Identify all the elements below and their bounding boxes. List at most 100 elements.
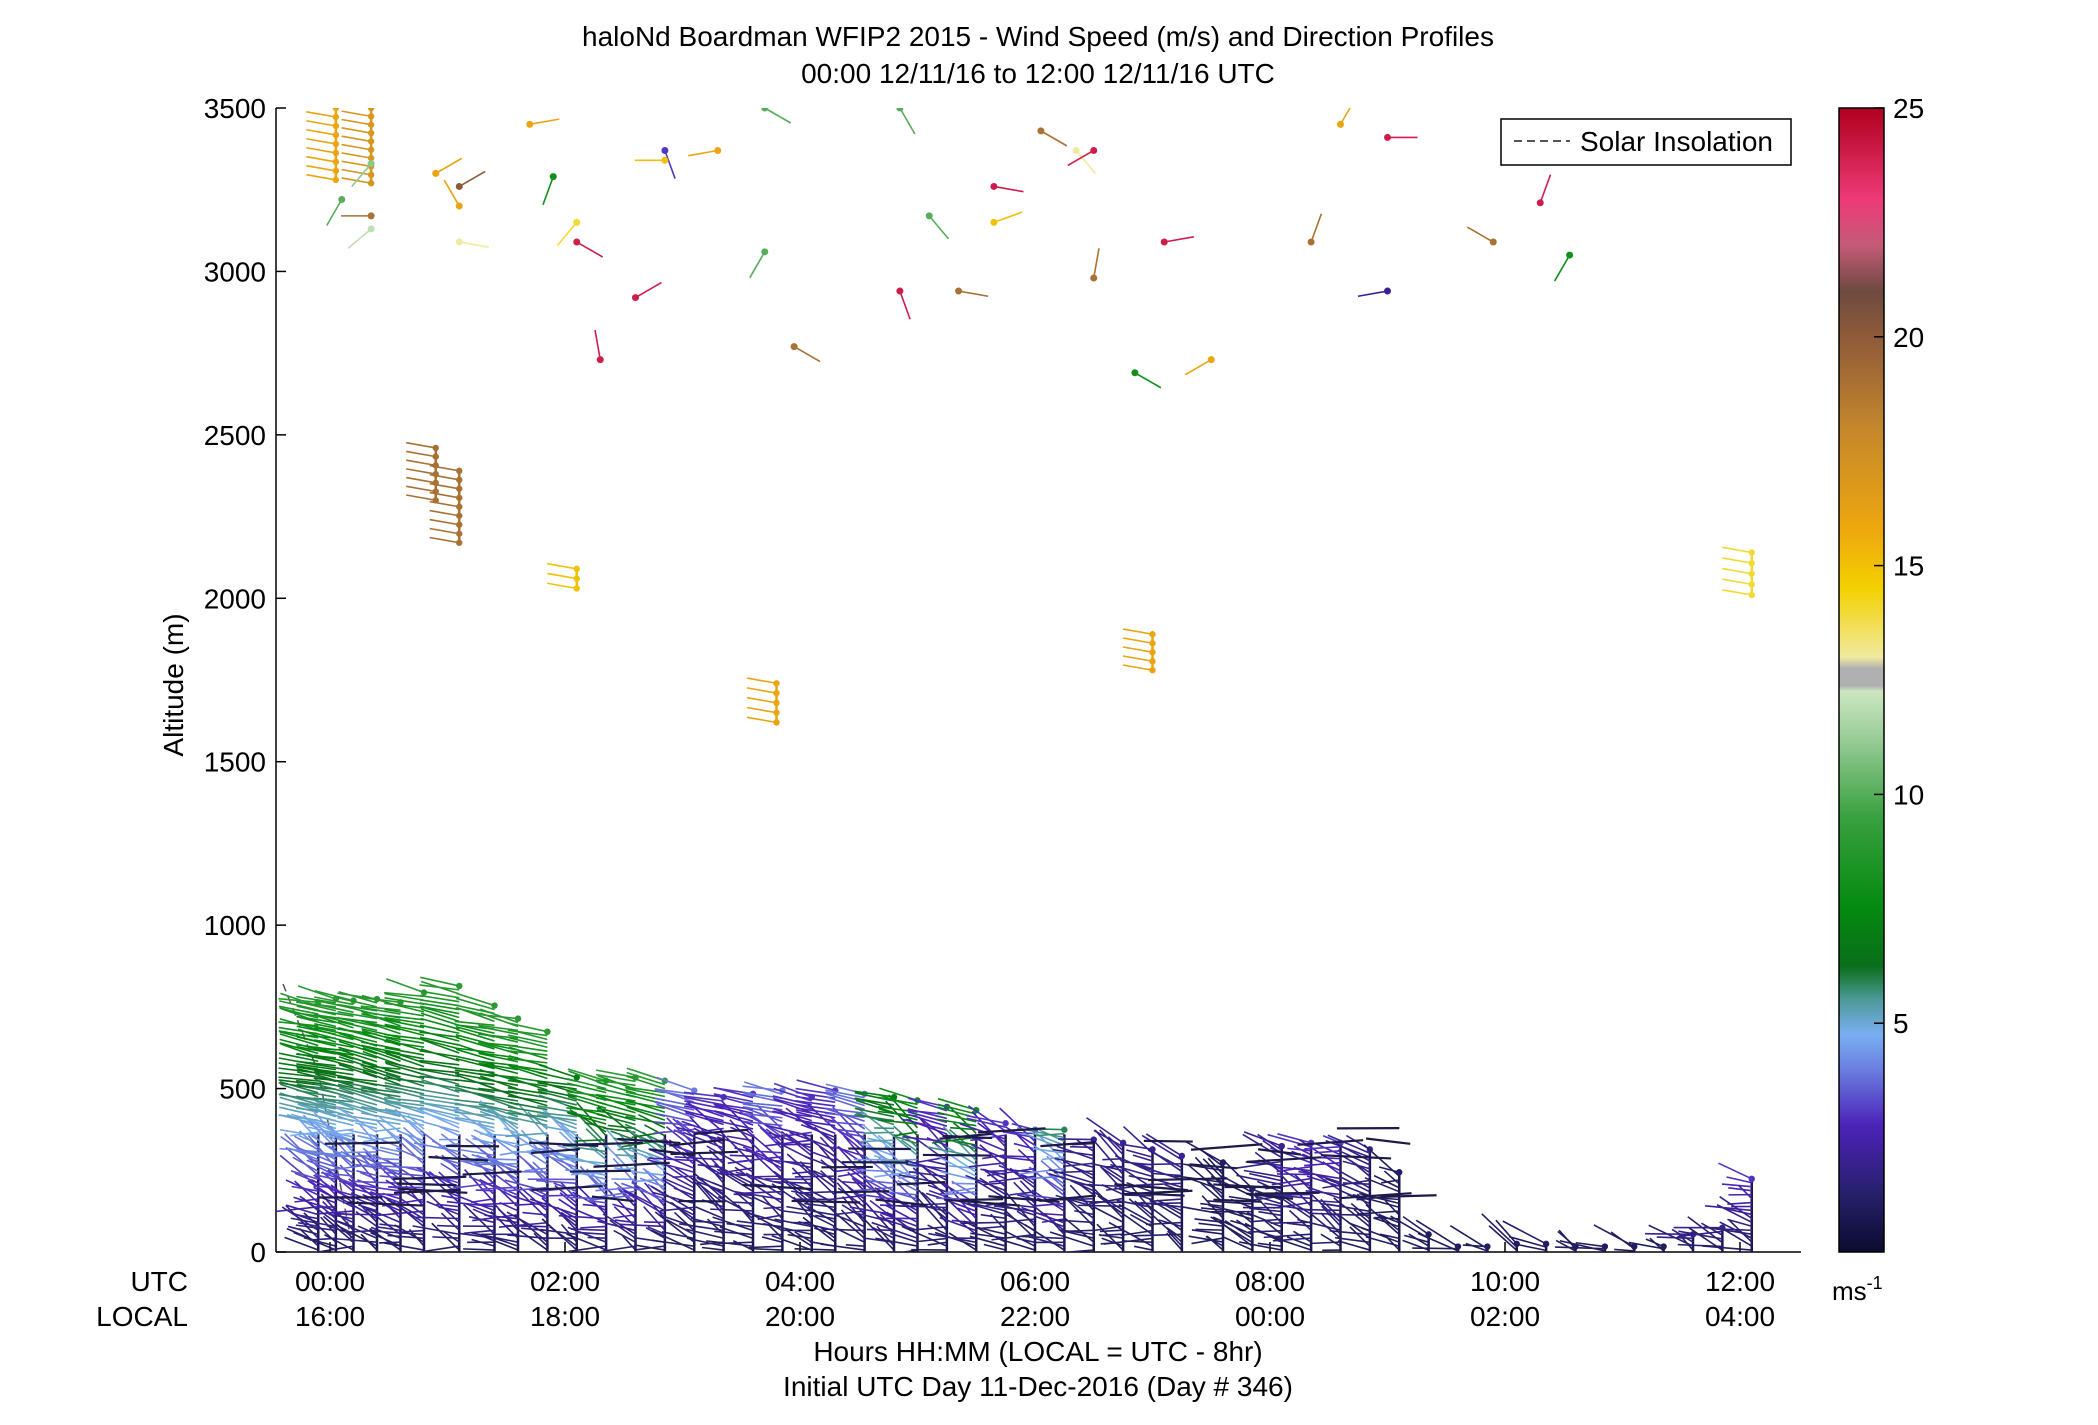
wind-barb xyxy=(755,1184,783,1205)
wind-barb xyxy=(1041,1156,1065,1161)
upper-barb xyxy=(594,329,602,360)
upper-barb xyxy=(635,281,662,299)
wind-barb xyxy=(690,1176,725,1216)
wind-barb xyxy=(927,1184,948,1193)
cluster-dot xyxy=(432,453,439,460)
wind-barb xyxy=(361,1013,401,1023)
wind-barb xyxy=(441,1194,460,1200)
wind-barb xyxy=(442,1230,460,1243)
barb-dot xyxy=(1542,1240,1550,1248)
wind-barb xyxy=(354,1122,378,1130)
wind-barb xyxy=(481,1235,519,1251)
wind-barb xyxy=(384,1033,425,1041)
cluster-barb xyxy=(429,509,460,517)
wind-barb xyxy=(420,1037,460,1050)
wind-barb xyxy=(587,1236,607,1240)
wind-barb xyxy=(1003,1189,1036,1228)
wind-barb xyxy=(889,1232,918,1243)
upper-barb xyxy=(1134,372,1162,389)
cluster-barb xyxy=(547,572,577,580)
wind-barb xyxy=(420,1005,460,1019)
wind-barb xyxy=(824,1120,865,1126)
wind-barb xyxy=(385,1110,425,1123)
wind-barb xyxy=(1145,1221,1182,1226)
wind-barb xyxy=(331,1134,378,1149)
boundary-layer-streak xyxy=(593,1161,670,1168)
wind-barb xyxy=(975,1180,1007,1200)
barb-dot xyxy=(1454,1243,1462,1250)
wind-barb xyxy=(313,1077,354,1084)
wind-barb xyxy=(1481,1213,1518,1248)
wind-barb xyxy=(1136,1162,1182,1166)
wind-barb xyxy=(1287,1147,1312,1152)
upper-barb xyxy=(993,211,1023,224)
barb-dot xyxy=(1061,1126,1068,1133)
wind-barb xyxy=(574,1231,607,1236)
wind-barb xyxy=(1320,1212,1342,1235)
wind-barb xyxy=(285,1146,319,1176)
wind-barb xyxy=(934,1231,977,1247)
boundary-layer-streak xyxy=(591,1195,634,1203)
wind-barb xyxy=(967,1202,1006,1216)
wind-barb xyxy=(398,1229,425,1233)
cluster-dot xyxy=(1748,549,1755,556)
wind-barb xyxy=(914,1194,948,1232)
cluster-barb xyxy=(306,128,337,136)
wind-barb xyxy=(595,1097,636,1106)
boundary-layer-streak xyxy=(1380,1194,1437,1198)
wind-barb xyxy=(1242,1133,1283,1159)
wind-barb xyxy=(755,1150,783,1154)
wind-barb xyxy=(472,1213,519,1222)
wind-barb xyxy=(880,1211,918,1228)
cluster-barb xyxy=(1122,628,1153,636)
wind-barb xyxy=(454,1047,495,1054)
wind-barb xyxy=(822,1228,865,1232)
wind-barb xyxy=(679,1222,724,1232)
wind-barb xyxy=(337,1020,378,1032)
wind-barb xyxy=(751,1213,783,1232)
wind-barb xyxy=(337,1017,378,1024)
barb-dot xyxy=(544,1028,551,1035)
wind-barb xyxy=(763,1206,783,1210)
wind-barb xyxy=(710,1208,754,1212)
wind-barb xyxy=(384,1069,425,1080)
cluster-barb xyxy=(341,127,372,134)
wind-barb xyxy=(296,1015,336,1024)
wind-barb xyxy=(337,1010,378,1020)
wind-barb xyxy=(308,1119,337,1134)
wind-barb xyxy=(352,1180,401,1184)
wind-barb xyxy=(1048,1172,1065,1185)
upper-barb-dot xyxy=(761,248,769,256)
wind-barb xyxy=(719,1130,754,1165)
wind-barb xyxy=(1093,1129,1124,1148)
upper-barb-dot xyxy=(925,212,933,220)
wind-barb xyxy=(714,1230,754,1236)
x-tick-label-local: 18:00 xyxy=(530,1301,600,1332)
wind-barb xyxy=(559,1181,578,1200)
wind-barb xyxy=(1028,1235,1065,1247)
wind-barb xyxy=(1040,1175,1065,1193)
wind-barb xyxy=(384,1002,425,1009)
wind-barb xyxy=(759,1126,783,1150)
boundary-layer-streak xyxy=(1246,1156,1322,1163)
wind-barb xyxy=(507,1057,548,1064)
wind-barb xyxy=(1327,1213,1370,1216)
wind-barb xyxy=(337,1116,378,1126)
wind-barb xyxy=(370,1231,401,1247)
boundary-layer-streak xyxy=(1341,1192,1412,1200)
cluster-dot xyxy=(332,167,340,175)
wind-barb xyxy=(446,1200,495,1208)
wind-barb xyxy=(1135,1182,1182,1187)
wind-barb xyxy=(567,1078,607,1090)
wind-barb xyxy=(1147,1149,1183,1169)
wind-barb xyxy=(278,1076,319,1082)
wind-barb xyxy=(314,1083,354,1095)
wind-barb xyxy=(897,1179,918,1192)
wind-barb xyxy=(377,1161,401,1165)
wind-barb xyxy=(355,1163,401,1173)
wind-barb xyxy=(1042,1128,1065,1131)
boundary-layer-streak xyxy=(324,1141,400,1145)
wind-barb xyxy=(313,1174,337,1192)
wind-barb xyxy=(841,1196,866,1224)
wind-barb xyxy=(362,1135,401,1143)
